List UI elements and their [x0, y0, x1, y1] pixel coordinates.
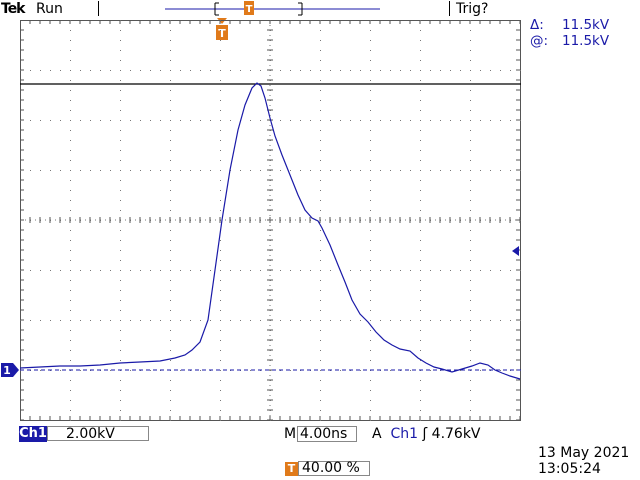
header-divider — [98, 1, 99, 16]
svg-text:T: T — [246, 4, 253, 15]
rising-edge-icon: ʃ — [422, 426, 428, 442]
channel-scale[interactable]: 2.00kV — [47, 426, 149, 442]
time-display: 13:05:24 — [538, 461, 601, 477]
trigger-position[interactable]: T 40.00 % — [285, 461, 370, 477]
graticule — [20, 20, 521, 421]
trigger-source: Ch1 — [390, 426, 419, 442]
trigger-readout[interactable]: A Ch1 ʃ 4.76kV — [372, 426, 481, 442]
acquisition-state: Run — [36, 1, 63, 17]
trigger-level-arrow-icon[interactable] — [510, 245, 522, 257]
trigger-position-icon — [244, 1, 254, 15]
timebase-label: M — [284, 426, 297, 442]
trigger-mode: A — [372, 426, 382, 442]
record-position-indicator: T — [165, 1, 380, 16]
svg-text:1: 1 — [3, 364, 11, 377]
header-divider — [449, 1, 450, 16]
delta-value: 11.5kV — [562, 17, 610, 33]
channel-ground-marker[interactable]: 1 — [0, 362, 20, 378]
at-label: @: — [530, 33, 549, 49]
trigger-position-icon: T — [285, 462, 298, 476]
svg-text:T: T — [218, 27, 226, 40]
channel-badge[interactable]: Ch1 — [19, 426, 47, 442]
waveform-trace — [20, 82, 521, 380]
delta-label: Δ: — [530, 17, 544, 33]
trigger-position-value: 40.00 % — [298, 461, 370, 476]
trigger-level: 4.76kV — [431, 426, 481, 442]
date-display: 13 May 2021 — [538, 445, 630, 461]
brand-logo: Tek — [1, 1, 25, 17]
cursor-readout: Δ: 11.5kV @: 11.5kV — [530, 17, 630, 49]
trigger-status: Trig? — [456, 1, 489, 17]
timebase-value[interactable]: 4.00ns — [297, 426, 357, 442]
at-value: 11.5kV — [562, 33, 610, 49]
scope-display[interactable] — [20, 20, 521, 421]
